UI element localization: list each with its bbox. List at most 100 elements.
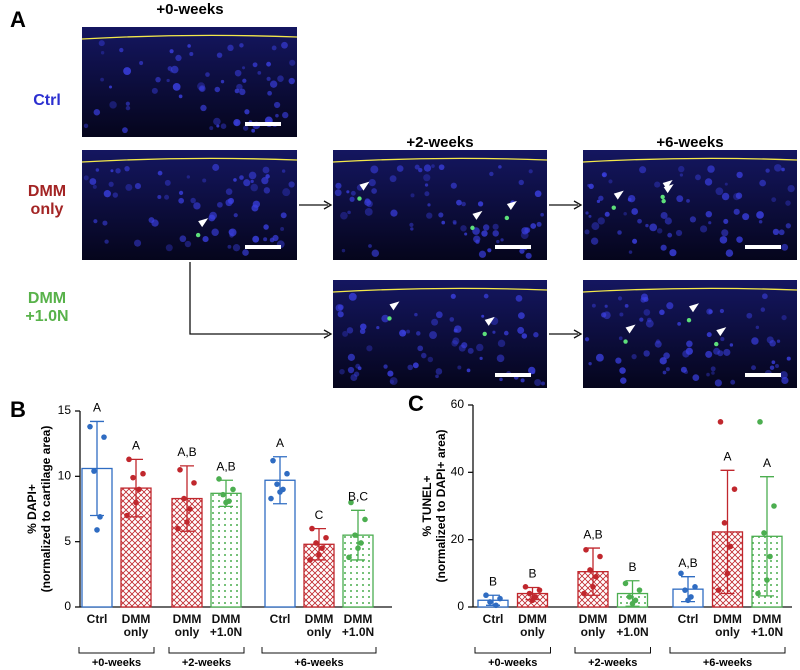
nucleus xyxy=(695,174,701,181)
nucleus xyxy=(461,201,466,207)
nucleus xyxy=(337,311,344,318)
nucleus xyxy=(349,196,355,202)
data-point xyxy=(622,580,629,587)
nucleus xyxy=(390,209,398,217)
nucleus xyxy=(125,105,131,111)
nucleus xyxy=(280,227,285,231)
data-point xyxy=(216,476,222,482)
data-point xyxy=(277,489,283,495)
nucleus xyxy=(108,85,113,89)
nucleus xyxy=(435,311,443,319)
group-label: +6-weeks xyxy=(294,657,343,669)
data-point xyxy=(187,506,193,512)
nucleus xyxy=(524,227,531,234)
nucleus xyxy=(721,229,729,237)
nucleus xyxy=(341,248,346,253)
nucleus xyxy=(266,61,272,67)
data-point xyxy=(140,470,146,477)
nucleus xyxy=(781,167,785,172)
nucleus xyxy=(252,62,258,68)
nucleus xyxy=(528,169,533,174)
nucleus xyxy=(705,350,713,358)
arrow xyxy=(189,262,328,335)
data-point xyxy=(130,474,136,481)
nucleus xyxy=(706,372,710,377)
data-point xyxy=(307,557,313,563)
nucleus xyxy=(364,207,373,216)
nucleus xyxy=(450,182,457,189)
nucleus xyxy=(202,236,209,243)
data-point xyxy=(717,419,724,425)
nucleus xyxy=(104,239,109,244)
nucleus xyxy=(234,88,240,94)
nucleus xyxy=(492,330,496,334)
group-bracket xyxy=(574,647,651,654)
nucleus xyxy=(250,179,254,184)
nucleus xyxy=(643,296,649,302)
nucleus xyxy=(273,101,281,109)
nucleus xyxy=(251,128,256,133)
nucleus xyxy=(360,323,367,330)
nucleus xyxy=(340,211,348,220)
data-point xyxy=(522,584,529,590)
arrowhead xyxy=(484,316,495,326)
nucleus xyxy=(227,44,234,52)
nucleus xyxy=(496,239,500,244)
data-point xyxy=(358,540,364,546)
nucleus xyxy=(242,125,249,131)
nucleus xyxy=(211,228,219,236)
group-bracket xyxy=(261,647,377,654)
nucleus xyxy=(200,104,207,112)
nucleus xyxy=(515,294,523,302)
nucleus xyxy=(242,78,247,83)
nucleus xyxy=(244,109,250,115)
nucleus xyxy=(457,365,462,370)
nucleus xyxy=(190,197,196,204)
nucleus xyxy=(281,41,288,49)
nucleus xyxy=(596,199,601,204)
nucleus xyxy=(151,219,159,227)
surface-line xyxy=(582,157,798,163)
group-label: +6-weeks xyxy=(703,657,752,669)
data-point xyxy=(175,525,181,532)
nucleus xyxy=(779,371,788,379)
tunel-cell xyxy=(611,205,616,210)
nucleus xyxy=(595,353,604,362)
x-tick-label: DMM only xyxy=(713,612,742,640)
nucleus xyxy=(389,379,394,384)
surface-line xyxy=(332,287,548,293)
nucleus xyxy=(619,367,626,374)
nucleus xyxy=(269,237,275,243)
arrowhead xyxy=(625,324,636,334)
nucleus xyxy=(527,366,536,375)
nucleus xyxy=(178,197,185,204)
nucleus xyxy=(227,244,232,249)
significance-label: B xyxy=(628,560,636,574)
nucleus xyxy=(157,170,163,176)
nucleus xyxy=(95,168,100,172)
data-point xyxy=(223,499,229,506)
nucleus xyxy=(112,192,119,198)
nucleus xyxy=(427,356,434,363)
nucleus xyxy=(410,227,414,231)
nucleus xyxy=(760,307,766,312)
nucleus xyxy=(464,232,468,236)
nucleus xyxy=(736,236,743,243)
significance-label: A xyxy=(276,436,284,450)
nucleus xyxy=(725,249,734,257)
nucleus xyxy=(368,244,372,248)
nucleus xyxy=(590,237,599,245)
nucleus xyxy=(751,337,759,345)
nucleus xyxy=(588,214,592,218)
nucleus xyxy=(172,82,181,91)
nucleus xyxy=(282,111,289,119)
nucleus xyxy=(686,340,693,348)
nucleus xyxy=(649,223,658,232)
x-tick-label: Ctrl xyxy=(482,612,504,626)
nucleus xyxy=(431,318,439,326)
nucleus xyxy=(786,356,791,361)
nucleus xyxy=(257,71,262,75)
y-tick-label: 40 xyxy=(451,465,465,479)
nucleus xyxy=(632,238,638,244)
significance-label: A xyxy=(763,456,771,470)
